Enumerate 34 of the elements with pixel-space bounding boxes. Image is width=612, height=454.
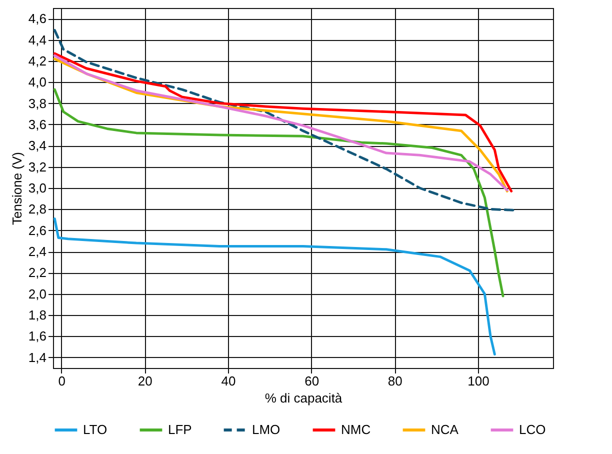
- y-tick-label: 2,8: [28, 202, 46, 217]
- legend-label: LFP: [168, 422, 192, 437]
- x-tick-label: 60: [304, 374, 320, 388]
- x-tick-label: 0: [58, 374, 66, 388]
- y-tick-label: 1,4: [28, 350, 46, 365]
- y-axis-title: Tensione (V): [9, 152, 24, 225]
- y-tick-label: 2,0: [28, 286, 46, 302]
- line-series: [53, 88, 504, 298]
- y-tick-label: 3,6: [28, 116, 46, 132]
- x-axis-title: % di capacità: [264, 390, 343, 406]
- y-tick-label: 4,6: [28, 11, 46, 26]
- y-tick-label: 3,2: [28, 159, 46, 174]
- y-tick-label: 2,4: [28, 244, 46, 260]
- legend-label: LTO: [83, 422, 108, 437]
- legend-label: NCA: [431, 422, 459, 437]
- y-tick-label: 3,0: [28, 180, 46, 196]
- legend-label: NMC: [341, 422, 371, 437]
- legend-label: LMO: [252, 422, 280, 437]
- y-tick-label: 3,8: [28, 96, 46, 111]
- line-series: [53, 28, 517, 212]
- legend-label: LCO: [519, 422, 546, 437]
- y-tick-label: 2,2: [28, 265, 46, 280]
- y-tick-label: 1,6: [28, 328, 46, 344]
- line-series: [53, 217, 496, 356]
- y-tick-label: 4,0: [28, 74, 46, 90]
- x-tick-label: 40: [221, 374, 236, 388]
- y-tick-label: 4,2: [28, 53, 46, 68]
- y-tick-label: 1,8: [28, 308, 46, 323]
- x-tick-label: 20: [138, 374, 152, 388]
- y-tick-label: 4,4: [28, 32, 46, 48]
- y-tick-label: 2,6: [28, 222, 46, 238]
- x-tick-label: 100: [468, 374, 490, 388]
- y-tick-label: 3,4: [28, 138, 46, 154]
- x-tick-label: 80: [388, 374, 402, 388]
